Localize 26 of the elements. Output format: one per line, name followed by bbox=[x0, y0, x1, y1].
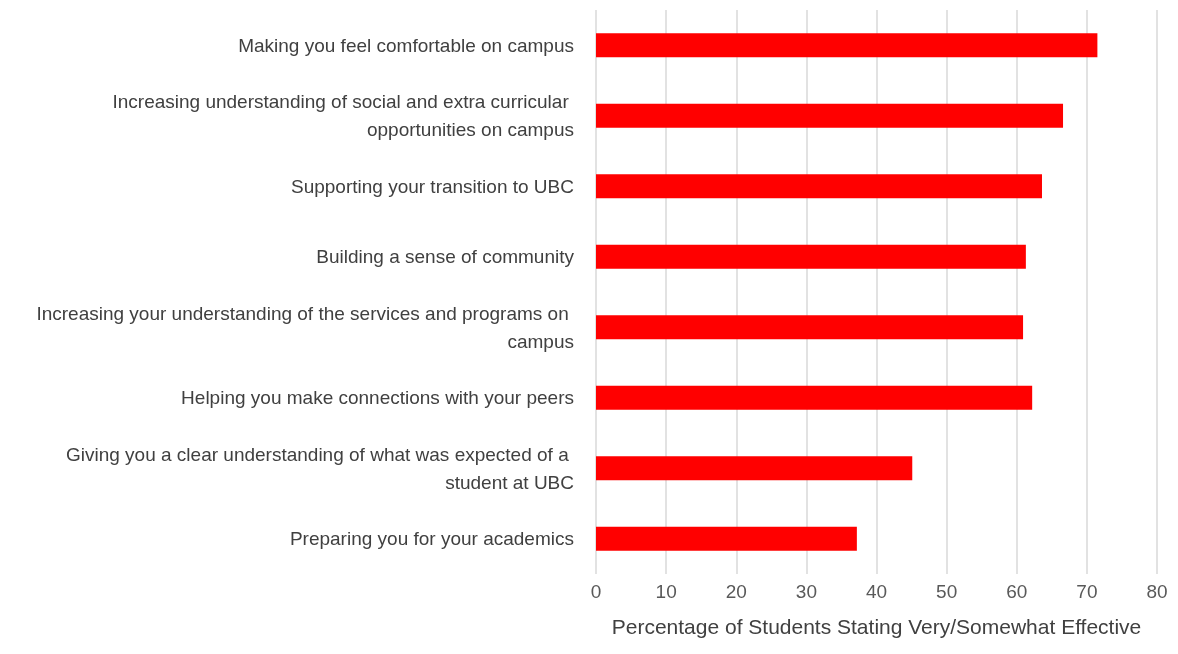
y-tick-label: Building a sense of community bbox=[316, 246, 575, 268]
bar bbox=[596, 244, 1026, 269]
x-tick-label: 0 bbox=[590, 581, 602, 602]
bar bbox=[596, 456, 913, 481]
y-tick-label: Helping you make connections with your peers bbox=[181, 387, 574, 409]
y-tick-label: Increasing your understanding of the services and programs on campus bbox=[36, 302, 574, 352]
bar bbox=[596, 103, 1064, 128]
y-tick-label: Giving you a clear understanding of what was expected of a student at UBC bbox=[65, 443, 574, 493]
bar bbox=[596, 526, 857, 551]
bar bbox=[596, 174, 1042, 199]
bar bbox=[596, 33, 1098, 58]
y-tick-label: Preparing you for your academics bbox=[289, 528, 574, 550]
x-tick-label: 20 bbox=[725, 581, 747, 602]
x-tick-label: 50 bbox=[936, 581, 958, 602]
x-tick-label: 30 bbox=[795, 581, 817, 602]
y-tick-label: Making you feel comfortable on campus bbox=[238, 34, 574, 56]
x-tick-label: 70 bbox=[1076, 581, 1098, 602]
y-tick-label: Supporting your transition to UBC bbox=[290, 175, 574, 197]
x-tick-label: 80 bbox=[1146, 581, 1168, 602]
x-tick-label: 40 bbox=[865, 581, 888, 602]
bar bbox=[596, 315, 1024, 340]
x-tick-label: 60 bbox=[1006, 581, 1028, 602]
x-tick-label: 10 bbox=[655, 581, 677, 602]
x-axis-title: Percentage of Students Stating Very/Somewhat Effective bbox=[611, 615, 1142, 638]
bar bbox=[596, 385, 1033, 410]
y-tick-label: Increasing understanding of social and extra curricular opportunities on campus bbox=[112, 91, 574, 141]
